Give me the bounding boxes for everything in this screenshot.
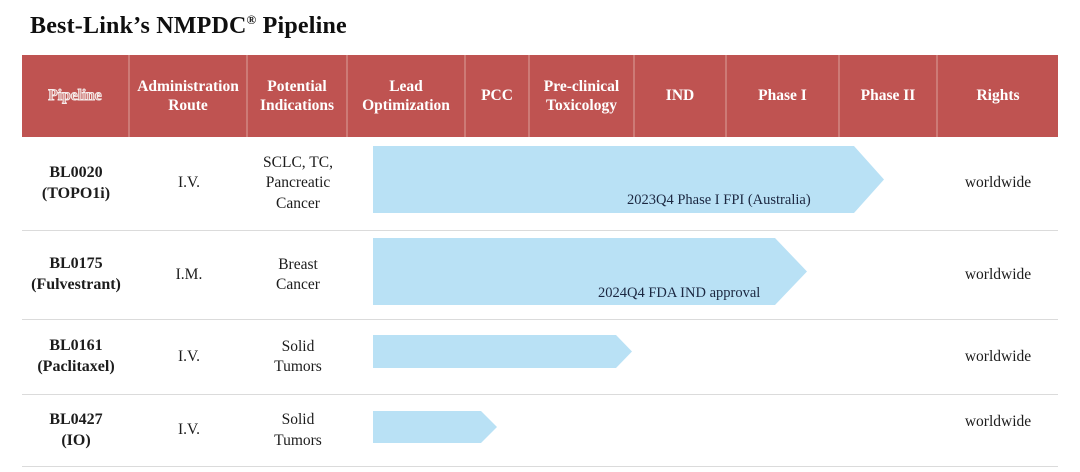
column-header-lead-optimization: Lead Optimization (348, 55, 466, 137)
table-header-row: Pipeline Administration Route Potential … (22, 55, 1058, 137)
progress-arrow (373, 411, 497, 443)
pipeline-name: BL0161 (Paclitaxel) (37, 337, 115, 375)
column-header-phase-1: Phase I (727, 55, 840, 137)
column-header-pipeline: Pipeline (22, 55, 130, 137)
administration-route: I.V. (177, 421, 201, 439)
column-header-pcc: PCC (466, 55, 530, 137)
registered-trademark-symbol: ® (246, 12, 257, 27)
title-main: Best-Link’s NMPDC (30, 13, 247, 39)
table-row-bl0427: BL0427 (IO) I.V. Solid Tumors worldwide (22, 395, 1058, 467)
table-row-bl0175: BL0175 (Fulvestrant) I.M. Breast Cancer … (22, 231, 1058, 320)
milestone: 2024Q4 FDA IND approval (598, 285, 761, 301)
pipeline-name: BL0020 (TOPO1i) (41, 163, 111, 202)
rights: worldwide (964, 347, 1032, 365)
column-header-ind: IND (635, 55, 727, 137)
progress-arrow: 2024Q4 FDA IND approval 2025Q1 NMPA IND … (373, 238, 807, 305)
column-header-phase-2: Phase II (840, 55, 938, 137)
pipeline-name: BL0175 (Fulvestrant) (31, 255, 121, 293)
rights: worldwide (964, 413, 1032, 430)
title-suffix: Pipeline (256, 13, 347, 39)
column-header-rights: Rights (976, 87, 1020, 105)
column-header-potential-indications: Potential Indications (248, 55, 348, 137)
column-header-preclinical-toxicology: Pre-clinical Toxicology (530, 55, 635, 137)
table-row-bl0020: BL0020 (TOPO1i) I.V. SCLC, TC, Pancreati… (22, 137, 1058, 231)
page-title: Best-Link’s NMPDC® Pipeline (30, 13, 347, 40)
table-row-bl0161: BL0161 (Paclitaxel) I.V. Solid Tumors wo… (22, 320, 1058, 395)
potential-indications: Breast Cancer (276, 255, 320, 293)
column-header-administration-route: Administration Route (130, 55, 248, 137)
potential-indications: Solid Tumors (274, 337, 322, 375)
rights: worldwide (964, 174, 1032, 192)
pipeline-name: BL0427 (IO) (49, 410, 103, 449)
potential-indications: SCLC, TC, Pancreatic Cancer (263, 154, 333, 212)
potential-indications: Solid Tumors (274, 411, 322, 449)
administration-route: I.V. (177, 174, 201, 192)
rights: worldwide (964, 265, 1032, 283)
administration-route: I.M. (175, 265, 203, 283)
milestone: 2023Q4 Phase I FPI (Australia) (627, 192, 811, 208)
administration-route: I.V. (177, 347, 201, 365)
progress-arrow (373, 335, 632, 368)
progress-arrow: 2023Q4 Phase I FPI (Australia) 2024Q1 Ph… (373, 146, 884, 213)
